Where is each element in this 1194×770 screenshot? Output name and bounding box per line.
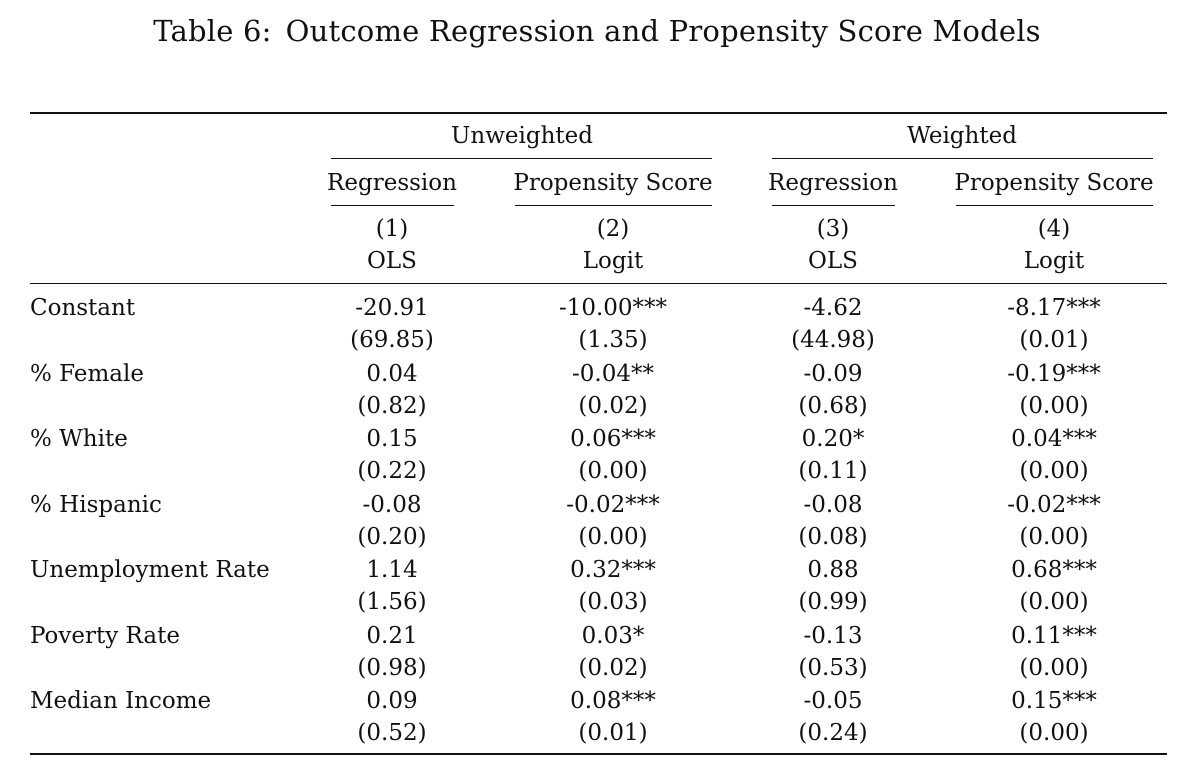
coefficient-cell: -0.02*** [1007, 492, 1101, 518]
standard-error-cell: (0.00) [578, 458, 648, 484]
col-method-1: OLS [367, 248, 417, 274]
coefficient-cell: 0.09 [366, 688, 418, 714]
standard-error-cell: (0.01) [1019, 327, 1089, 353]
standard-error-cell: (0.00) [578, 524, 648, 550]
coefficient-cell: 0.04 [366, 361, 418, 387]
standard-error-cell: (0.98) [357, 655, 427, 681]
col-rule-2 [515, 205, 712, 206]
coefficient-cell: 0.08*** [570, 688, 656, 714]
standard-error-cell: (0.01) [578, 720, 648, 746]
coefficient-cell: 0.68*** [1011, 557, 1097, 583]
row-label: % Female [30, 361, 144, 387]
col-method-3: OLS [808, 248, 858, 274]
standard-error-cell: (0.08) [798, 524, 868, 550]
coefficient-cell: 0.06*** [570, 426, 656, 452]
col-number-3: (3) [816, 216, 850, 242]
standard-error-cell: (0.00) [1019, 524, 1089, 550]
coefficient-cell: -10.00*** [558, 295, 668, 321]
coefficient-cell: 0.15*** [1011, 688, 1097, 714]
col-number-1: (1) [375, 216, 409, 242]
coefficient-cell: 0.11*** [1011, 623, 1097, 649]
coefficient-cell: -0.13 [803, 623, 863, 649]
standard-error-cell: (0.20) [357, 524, 427, 550]
coefficient-cell: 0.20* [801, 426, 865, 452]
standard-error-cell: (0.53) [798, 655, 868, 681]
coefficient-cell: -0.09 [803, 361, 863, 387]
col-type-4: Propensity Score [954, 170, 1154, 196]
standard-error-cell: (0.11) [798, 458, 868, 484]
standard-error-cell: (0.00) [1019, 589, 1089, 615]
header-rule [30, 283, 1167, 284]
coefficient-cell: 0.03* [581, 623, 645, 649]
coefficient-cell: -0.08 [803, 492, 863, 518]
standard-error-cell: (0.02) [578, 655, 648, 681]
col-method-4: Logit [1023, 248, 1085, 274]
standard-error-cell: (44.98) [791, 327, 875, 353]
coefficient-cell: 0.04*** [1011, 426, 1097, 452]
col-type-2: Propensity Score [513, 170, 713, 196]
coefficient-cell: 1.14 [366, 557, 418, 583]
row-label: Unemployment Rate [30, 557, 270, 583]
standard-error-cell: (0.03) [578, 589, 648, 615]
coefficient-cell: 0.21 [366, 623, 418, 649]
coefficient-cell: -0.04** [572, 361, 654, 387]
row-label: Poverty Rate [30, 623, 180, 649]
col-rule-3 [772, 205, 895, 206]
row-label: % White [30, 426, 128, 452]
standard-error-cell: (0.00) [1019, 720, 1089, 746]
col-method-2: Logit [582, 248, 644, 274]
col-type-3: Regression [768, 170, 898, 196]
standard-error-cell: (0.68) [798, 393, 868, 419]
group-header-unweighted: Unweighted [451, 123, 593, 149]
standard-error-cell: (0.82) [357, 393, 427, 419]
coefficient-cell: -0.05 [803, 688, 863, 714]
row-label: % Hispanic [30, 492, 162, 518]
table-caption: Table 6: Outcome Regression and Propensit… [0, 14, 1194, 48]
coefficient-cell: -4.62 [803, 295, 863, 321]
group-rule-unweighted [331, 158, 712, 159]
coefficient-cell: -0.08 [362, 492, 422, 518]
standard-error-cell: (1.56) [357, 589, 427, 615]
standard-error-cell: (0.99) [798, 589, 868, 615]
col-rule-1 [331, 205, 454, 206]
standard-error-cell: (0.24) [798, 720, 868, 746]
row-label: Constant [30, 295, 136, 321]
standard-error-cell: (69.85) [350, 327, 434, 353]
coefficient-cell: 0.88 [807, 557, 859, 583]
coefficient-cell: 0.32*** [570, 557, 656, 583]
coefficient-cell: -0.02*** [566, 492, 660, 518]
caption-label: Table 6: [153, 14, 272, 48]
col-rule-4 [956, 205, 1153, 206]
bottom-rule [30, 753, 1167, 755]
standard-error-cell: (0.22) [357, 458, 427, 484]
standard-error-cell: (0.02) [578, 393, 648, 419]
coefficient-cell: -8.17*** [1007, 295, 1101, 321]
standard-error-cell: (0.00) [1019, 655, 1089, 681]
standard-error-cell: (1.35) [578, 327, 648, 353]
col-number-4: (4) [1037, 216, 1071, 242]
top-rule [30, 112, 1167, 114]
coefficient-cell: -20.91 [355, 295, 429, 321]
group-rule-weighted [772, 158, 1153, 159]
col-type-1: Regression [327, 170, 457, 196]
standard-error-cell: (0.00) [1019, 458, 1089, 484]
standard-error-cell: (0.00) [1019, 393, 1089, 419]
coefficient-cell: 0.15 [366, 426, 418, 452]
standard-error-cell: (0.52) [357, 720, 427, 746]
col-number-2: (2) [596, 216, 630, 242]
coefficient-cell: -0.19*** [1007, 361, 1101, 387]
group-header-weighted: Weighted [907, 123, 1017, 149]
row-label: Median Income [30, 688, 212, 714]
caption-title: Outcome Regression and Propensity Score … [285, 14, 1041, 48]
